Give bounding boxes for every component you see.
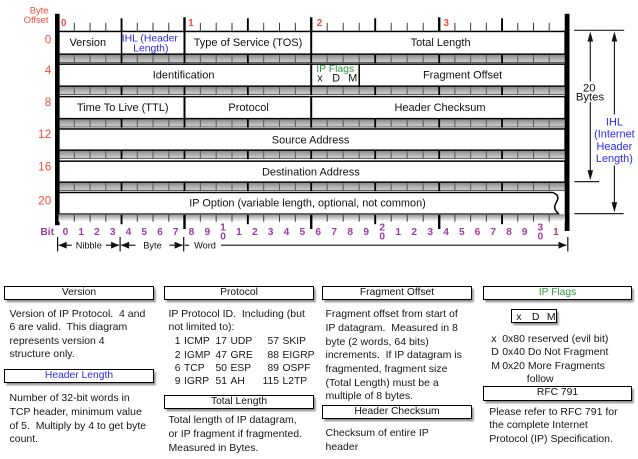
- svg-text:Total Length: Total Length: [411, 37, 471, 49]
- svg-text:7: 7: [331, 227, 337, 238]
- svg-text:0: 0: [379, 231, 385, 242]
- svg-text:9: 9: [522, 227, 528, 238]
- svg-text:Destination Address: Destination Address: [262, 167, 360, 179]
- svg-text:16: 16: [38, 159, 52, 173]
- svg-text:3: 3: [537, 222, 543, 233]
- svg-text:2: 2: [317, 18, 323, 29]
- svg-text:1: 1: [220, 222, 226, 233]
- svg-text:9: 9: [204, 227, 210, 238]
- svg-text:2: 2: [252, 227, 258, 238]
- svg-text:3: 3: [110, 227, 116, 238]
- svg-text:0: 0: [61, 18, 67, 29]
- svg-text:Identification: Identification: [153, 70, 215, 82]
- svg-text:Fragment Offset: Fragment Offset: [423, 70, 502, 82]
- svg-text:4: 4: [284, 227, 290, 238]
- svg-text:Word: Word: [194, 241, 216, 251]
- svg-text:1: 1: [188, 18, 194, 29]
- svg-text:20: 20: [38, 194, 52, 208]
- svg-text:0: 0: [220, 231, 226, 242]
- svg-text:4: 4: [126, 227, 132, 238]
- svg-text:6: 6: [475, 227, 481, 238]
- svg-text:1: 1: [553, 227, 559, 238]
- svg-text:Nibble: Nibble: [76, 241, 102, 251]
- svg-text:Header Checksum: Header Checksum: [394, 102, 485, 114]
- svg-text:2: 2: [379, 222, 385, 233]
- svg-text:6: 6: [315, 227, 321, 238]
- svg-text:1: 1: [78, 227, 84, 238]
- svg-text:8: 8: [45, 95, 52, 109]
- svg-text:3: 3: [444, 18, 450, 29]
- svg-text:Protocol: Protocol: [228, 102, 268, 114]
- svg-text:Byte: Byte: [143, 241, 161, 251]
- svg-text:1: 1: [395, 227, 401, 238]
- svg-text:x: x: [317, 73, 323, 85]
- svg-text:2: 2: [411, 227, 417, 238]
- svg-text:1: 1: [236, 227, 242, 238]
- svg-text:Byte: Byte: [30, 4, 49, 15]
- svg-text:3: 3: [268, 227, 274, 238]
- svg-text:Type of Service (TOS): Type of Service (TOS): [194, 37, 303, 49]
- svg-text:0: 0: [537, 231, 543, 242]
- svg-text:5: 5: [299, 227, 305, 238]
- svg-text:Header: Header: [597, 141, 633, 153]
- svg-text:9: 9: [363, 227, 369, 238]
- svg-text:0: 0: [63, 227, 69, 238]
- svg-text:IP Flags: IP Flags: [316, 64, 354, 75]
- svg-text:8: 8: [189, 227, 195, 238]
- svg-text:Length): Length): [133, 44, 168, 55]
- svg-text:Length): Length): [596, 153, 633, 165]
- svg-text:4: 4: [45, 63, 52, 77]
- svg-text:7: 7: [490, 227, 496, 238]
- svg-text:5: 5: [459, 227, 465, 238]
- svg-text:Offset: Offset: [24, 14, 49, 25]
- svg-text:D: D: [332, 73, 340, 85]
- svg-text:4: 4: [443, 227, 449, 238]
- svg-text:0: 0: [45, 32, 52, 46]
- svg-text:Source Address: Source Address: [272, 134, 350, 146]
- svg-text:IHL (Header: IHL (Header: [122, 33, 179, 44]
- svg-text:IP Option (variable length, op: IP Option (variable length, optional, no…: [189, 197, 426, 209]
- svg-text:12: 12: [38, 127, 51, 141]
- svg-text:Time To Live (TTL): Time To Live (TTL): [77, 102, 169, 114]
- svg-text:6: 6: [157, 227, 163, 238]
- svg-text:20: 20: [583, 82, 596, 94]
- svg-text:8: 8: [506, 227, 512, 238]
- svg-text:Bytes: Bytes: [576, 92, 605, 104]
- svg-text:Version: Version: [69, 37, 106, 49]
- svg-text:8: 8: [347, 227, 353, 238]
- svg-text:M: M: [348, 73, 357, 85]
- svg-text:(Internet: (Internet: [594, 129, 635, 141]
- svg-text:2: 2: [94, 227, 100, 238]
- svg-text:Bit: Bit: [40, 227, 54, 238]
- svg-text:3: 3: [427, 227, 433, 238]
- svg-text:7: 7: [173, 227, 179, 238]
- svg-text:IHL: IHL: [606, 117, 623, 129]
- svg-text:5: 5: [141, 227, 147, 238]
